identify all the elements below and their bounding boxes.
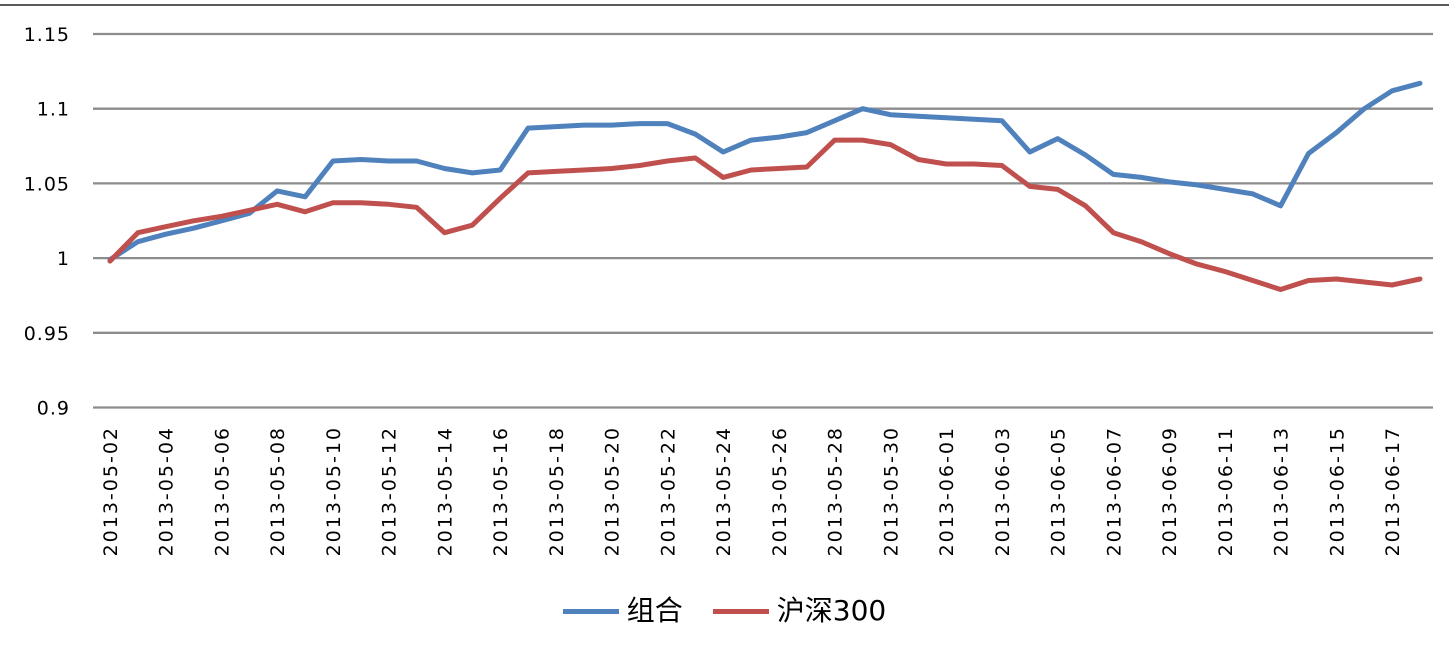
legend: 组合 沪深300 <box>0 594 1449 627</box>
x-tick-label: 2013-05-02 <box>100 426 122 556</box>
x-tick-label: 2013-06-17 <box>1382 426 1404 556</box>
legend-label-csi300: 沪深300 <box>776 594 887 627</box>
x-tick-label: 2013-05-06 <box>211 426 233 556</box>
y-tick-label: 1 <box>57 248 70 270</box>
legend-item-portfolio: 组合 <box>562 594 683 627</box>
y-tick-label: 0.95 <box>24 323 70 345</box>
x-tick-label: 2013-05-04 <box>156 426 178 556</box>
legend-line-sample-portfolio <box>562 608 619 614</box>
x-tick-label: 2013-06-15 <box>1326 426 1348 556</box>
x-tick-label: 2013-05-18 <box>546 426 568 556</box>
x-tick-label: 2013-05-08 <box>267 426 289 556</box>
top-border-line <box>0 4 1449 6</box>
series-line-0 <box>107 80 1423 263</box>
x-tick-label: 2013-05-10 <box>323 426 345 556</box>
x-tick-label: 2013-05-30 <box>880 426 902 556</box>
x-tick-label: 2013-05-24 <box>713 426 735 556</box>
x-tick-label: 2013-05-28 <box>825 426 847 556</box>
y-tick-label: 1.05 <box>24 173 70 195</box>
x-tick-label: 2013-06-05 <box>1048 426 1070 556</box>
x-tick-label: 2013-06-09 <box>1159 426 1181 556</box>
y-tick-label: 1.15 <box>24 24 70 46</box>
x-tick-label: 2013-05-22 <box>657 426 679 556</box>
x-tick-label: 2013-06-11 <box>1215 426 1237 556</box>
x-tick-label: 2013-05-14 <box>434 426 456 556</box>
x-tick-label: 2013-05-20 <box>602 426 624 556</box>
legend-label-portfolio: 组合 <box>626 594 683 627</box>
x-tick-label: 2013-06-07 <box>1103 426 1125 556</box>
legend-line-sample-csi300 <box>712 608 769 614</box>
x-tick-label: 2013-06-01 <box>936 426 958 556</box>
y-tick-label: 1.1 <box>37 99 70 121</box>
series-line-1 <box>107 137 1423 292</box>
y-tick-label: 0.9 <box>37 398 70 420</box>
x-tick-label: 2013-06-13 <box>1271 426 1293 556</box>
x-tick-label: 2013-05-12 <box>379 426 401 556</box>
legend-item-csi300: 沪深300 <box>712 594 887 627</box>
x-tick-label: 2013-05-26 <box>769 426 791 556</box>
x-tick-label: 2013-06-03 <box>992 426 1014 556</box>
x-tick-label: 2013-05-16 <box>490 426 512 556</box>
